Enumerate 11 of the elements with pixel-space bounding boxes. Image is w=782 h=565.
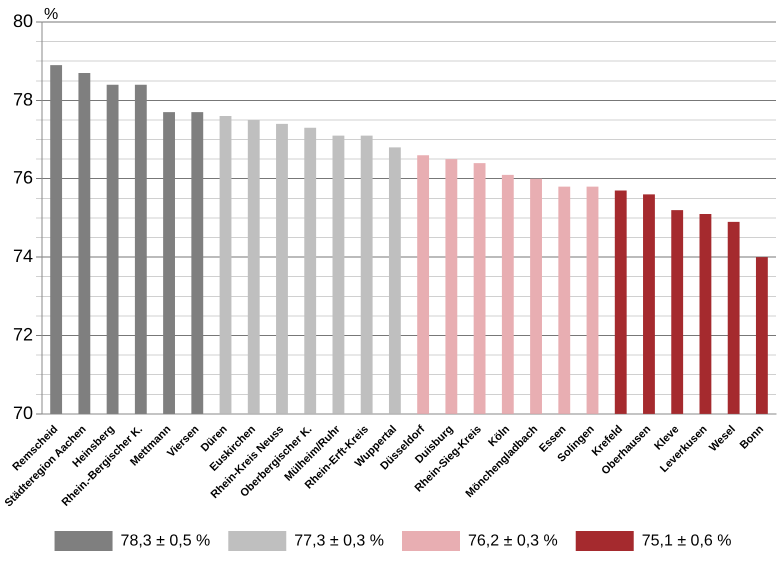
y-axis-title: % <box>44 6 58 24</box>
y-tick-label: 76 <box>12 168 34 188</box>
y-tick-label: 80 <box>12 10 34 31</box>
y-tick-label: 72 <box>12 324 34 344</box>
legend-label: 78,3 ± 0,5 % <box>120 532 210 550</box>
legend-label: 77,3 ± 0,3 % <box>294 532 384 550</box>
y-tick-label: 78 <box>12 89 34 110</box>
legend-label: 75,1 ± 0,6 % <box>642 532 732 550</box>
y-tick-label: 70 <box>12 402 34 423</box>
legend-label: 76,2 ± 0,3 % <box>468 532 558 550</box>
y-tick-label: 74 <box>12 246 34 266</box>
